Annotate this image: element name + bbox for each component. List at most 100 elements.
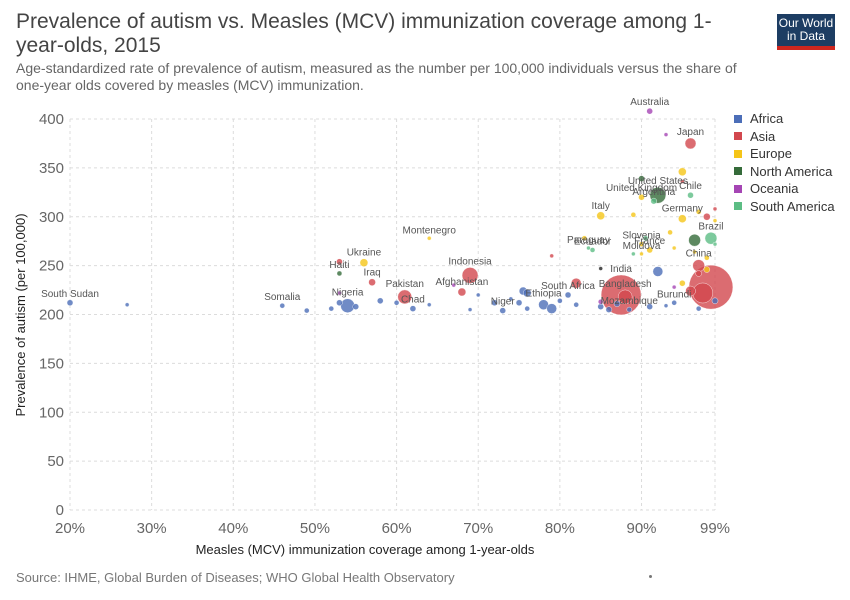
data-point[interactable]: [687, 192, 694, 199]
data-point[interactable]: [397, 289, 412, 305]
data-point[interactable]: [124, 302, 130, 307]
data-point[interactable]: [573, 302, 579, 308]
data-point[interactable]: [703, 213, 711, 221]
data-point[interactable]: [678, 214, 687, 223]
data-point[interactable]: [638, 193, 645, 201]
data-point[interactable]: [476, 292, 481, 298]
data-point[interactable]: [589, 247, 596, 253]
legend-item[interactable]: Africa: [734, 110, 835, 128]
legend-item[interactable]: Europe: [734, 145, 835, 163]
y-tick-label: 200: [39, 307, 64, 324]
data-point[interactable]: [598, 266, 603, 271]
data-point[interactable]: [678, 167, 687, 176]
data-point[interactable]: [564, 291, 572, 299]
data-point[interactable]: [427, 236, 432, 241]
data-point[interactable]: [646, 246, 653, 254]
owid-logo[interactable]: Our World in Data: [777, 14, 835, 50]
point-label: Mozambique: [601, 296, 659, 307]
data-point[interactable]: [571, 278, 582, 289]
data-point[interactable]: [695, 270, 702, 277]
data-point[interactable]: [630, 212, 637, 218]
data-point[interactable]: [671, 284, 677, 290]
data-point[interactable]: [704, 232, 718, 245]
data-point[interactable]: [515, 299, 523, 306]
data-point[interactable]: [642, 235, 649, 241]
point-label: China: [686, 249, 713, 260]
data-point[interactable]: [581, 235, 588, 241]
data-point[interactable]: [336, 258, 343, 265]
data-point[interactable]: [684, 137, 697, 150]
data-point[interactable]: [711, 297, 719, 305]
data-point[interactable]: [66, 299, 74, 306]
point-label: Australia: [630, 97, 669, 108]
data-point[interactable]: [336, 299, 343, 306]
data-point[interactable]: [467, 307, 473, 312]
data-point[interactable]: [613, 300, 621, 307]
data-point[interactable]: [340, 298, 355, 313]
data-point[interactable]: [626, 306, 632, 313]
data-point[interactable]: [631, 251, 636, 257]
data-point[interactable]: [703, 266, 711, 273]
data-point[interactable]: [409, 305, 417, 312]
data-point[interactable]: [427, 302, 432, 307]
chart-subtitle: Age-standardized rate of prevalence of a…: [16, 60, 737, 93]
data-point[interactable]: [596, 211, 605, 220]
legend-item[interactable]: Asia: [734, 128, 835, 146]
data-point[interactable]: [638, 175, 645, 182]
data-point[interactable]: [377, 297, 384, 305]
data-point[interactable]: [557, 298, 563, 304]
data-point[interactable]: [393, 300, 400, 306]
data-point[interactable]: [692, 259, 705, 272]
data-point[interactable]: [546, 303, 557, 314]
data-point[interactable]: [605, 306, 613, 313]
data-point[interactable]: [688, 234, 701, 247]
data-point[interactable]: [499, 307, 506, 314]
data-point[interactable]: [695, 209, 702, 215]
data-point[interactable]: [491, 299, 498, 306]
data-point[interactable]: [523, 288, 532, 298]
data-point[interactable]: [368, 278, 376, 286]
legend-label: North America: [750, 163, 833, 179]
data-point[interactable]: [508, 296, 514, 302]
data-point[interactable]: [586, 245, 591, 251]
data-point[interactable]: [646, 107, 653, 115]
legend-item[interactable]: Oceania: [734, 180, 835, 198]
data-point[interactable]: [712, 206, 718, 212]
data-point[interactable]: [304, 307, 310, 314]
data-point[interactable]: [663, 132, 669, 137]
data-point[interactable]: [646, 303, 653, 310]
data-point[interactable]: [671, 300, 677, 306]
legend-item[interactable]: North America: [734, 163, 835, 181]
data-point[interactable]: [337, 290, 342, 296]
data-point[interactable]: [679, 280, 686, 287]
data-point[interactable]: [451, 282, 456, 288]
data-point[interactable]: [663, 303, 669, 308]
data-point[interactable]: [524, 305, 530, 312]
data-point[interactable]: [328, 305, 334, 312]
data-point[interactable]: [680, 179, 685, 184]
data-point[interactable]: [359, 258, 369, 267]
data-point[interactable]: [352, 303, 359, 310]
point-label: Ethiopia: [525, 289, 562, 300]
data-point[interactable]: [712, 241, 718, 247]
data-point[interactable]: [279, 303, 285, 309]
data-point[interactable]: [712, 218, 718, 223]
data-point[interactable]: [685, 285, 696, 297]
data-point[interactable]: [650, 197, 657, 205]
data-point[interactable]: [336, 270, 343, 277]
data-point[interactable]: [652, 266, 664, 277]
data-point[interactable]: [461, 267, 479, 284]
data-point[interactable]: [457, 287, 467, 297]
data-point[interactable]: [695, 305, 702, 312]
data-point[interactable]: [639, 251, 644, 257]
data-point[interactable]: [692, 282, 713, 304]
data-point[interactable]: [617, 289, 633, 305]
data-point[interactable]: [549, 253, 554, 259]
data-point[interactable]: [692, 249, 697, 255]
data-point[interactable]: [597, 299, 604, 305]
data-point[interactable]: [704, 255, 710, 261]
legend-item[interactable]: South America: [734, 198, 835, 216]
data-point[interactable]: [671, 245, 677, 251]
data-point[interactable]: [638, 241, 645, 247]
data-point[interactable]: [667, 229, 673, 236]
